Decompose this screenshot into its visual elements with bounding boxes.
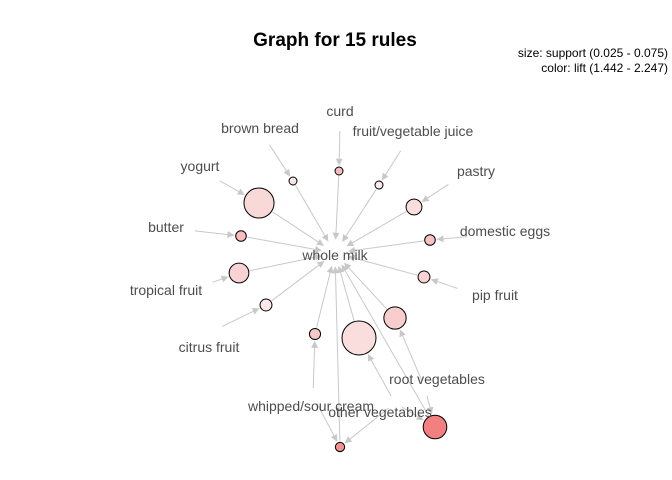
label-pastry: pastry — [457, 163, 495, 179]
edge-rule-2-to-whole-milk — [295, 185, 329, 242]
edge-butter-to-rule-6 — [194, 230, 235, 238]
edge-rule-8-to-whole-milk — [249, 253, 322, 272]
edge-rule-15-to-whole-milk — [332, 266, 341, 442]
label-brown-bread: brown bread — [221, 120, 299, 136]
edge-pip-fruit-to-rule-9 — [430, 278, 458, 289]
rule-node-2 — [288, 176, 298, 186]
rule-node-11 — [383, 306, 407, 330]
edge-tropical-fruit-to-rule-8 — [212, 275, 229, 283]
edge-brown-bread-to-rule-2 — [268, 144, 291, 177]
rule-node-12 — [308, 327, 322, 341]
item-labels: whole milk curd brown bread fruit/vegeta… — [130, 103, 550, 420]
label-whole-milk: whole milk — [301, 247, 368, 263]
edge-rule-14-to-whole-milk — [341, 264, 430, 417]
rule-node-14 — [422, 414, 448, 440]
edge-rule-1-to-whole-milk — [332, 175, 340, 240]
label-yogurt: yogurt — [181, 158, 220, 174]
edge-rule-11-to-whole-milk — [344, 262, 388, 310]
graph-title: Graph for 15 rules — [253, 30, 417, 51]
edge-rule-5-to-whole-milk — [346, 211, 407, 247]
rule-node-10 — [259, 298, 273, 312]
edge-rule-12-to-whole-milk — [316, 265, 334, 328]
legend-size: size: support (0.025 - 0.075) — [518, 46, 668, 60]
edge-rule-7-to-whole-milk — [348, 240, 424, 254]
rule-node-15 — [334, 441, 346, 453]
label-domestic-eggs: domestic eggs — [460, 223, 550, 239]
edge-fruit-vegetable-juice-to-rule-3 — [381, 150, 402, 181]
label-whipped-sour-cream: whipped/sour cream — [247, 398, 374, 414]
edge-rule-9-to-whole-milk — [347, 254, 418, 276]
legend-color: color: lift (1.442 - 2.247) — [541, 61, 668, 75]
rule-node-6 — [235, 230, 247, 242]
edge-whipped-sour-cream-to-rule-12 — [311, 340, 319, 389]
label-citrus-fruit: citrus fruit — [179, 339, 240, 355]
rule-node-13 — [341, 320, 377, 356]
edge-rule-13-to-whole-milk — [337, 265, 355, 321]
label-pip-fruit: pip fruit — [472, 287, 518, 303]
edge-whipped-sour-cream-to-rule-15 — [316, 402, 338, 442]
edge-domestic-eggs-to-rule-7 — [436, 235, 468, 243]
label-butter: butter — [148, 219, 184, 235]
edge-rule-6-to-whole-milk — [247, 236, 322, 253]
edge-rule-4-to-whole-milk — [272, 211, 324, 246]
edge-rule-10-to-whole-milk — [271, 261, 325, 302]
label-other-vegetables: other vegetables — [328, 404, 432, 420]
edges-layer — [194, 130, 468, 444]
rule-node-8 — [228, 262, 250, 284]
rule-node-4 — [243, 187, 275, 219]
rule-node-7 — [424, 234, 436, 246]
rule-node-3 — [374, 180, 384, 190]
edge-yogurt-to-rule-4 — [219, 180, 245, 196]
label-root-vegetables: root vegetables — [389, 371, 485, 387]
edge-curd-to-rule-1 — [335, 130, 343, 166]
rule-node-5 — [405, 198, 423, 216]
edge-other-vegetables-to-rule-14 — [401, 406, 424, 421]
label-tropical-fruit: tropical fruit — [130, 282, 202, 298]
label-curd: curd — [326, 103, 353, 119]
edge-citrus-fruit-to-rule-10 — [221, 308, 260, 327]
edge-other-vegetables-to-rule-15 — [344, 407, 390, 444]
edge-rule-3-to-whole-milk — [342, 188, 377, 242]
rule-node-9 — [417, 270, 431, 284]
edge-root-vegetables-to-rule-14 — [426, 395, 434, 415]
rule-nodes-layer — [228, 166, 448, 453]
edge-root-vegetables-to-rule-11 — [399, 329, 423, 381]
edge-pastry-to-rule-5 — [421, 183, 449, 202]
rule-node-1 — [334, 166, 344, 176]
label-fruit-vegetable-juice: fruit/vegetable juice — [353, 123, 474, 139]
edge-other-vegetables-to-rule-13 — [367, 354, 392, 397]
